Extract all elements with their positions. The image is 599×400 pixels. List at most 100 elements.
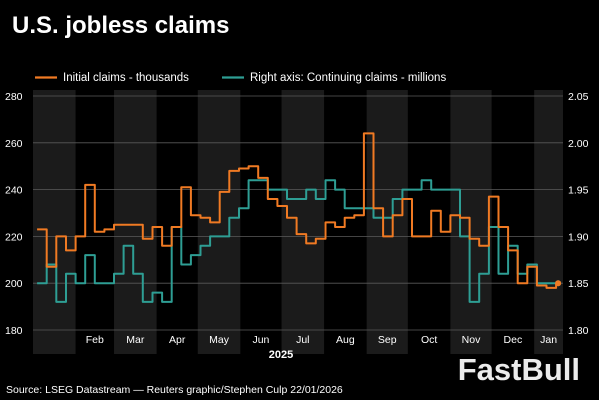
data-point <box>56 301 57 302</box>
data-point <box>56 236 57 237</box>
data-point <box>104 283 105 284</box>
x-tick-label: Aug <box>336 334 355 346</box>
data-point <box>142 301 143 302</box>
data-point <box>546 287 547 288</box>
data-point <box>421 236 422 237</box>
left-tick-label: 280 <box>5 91 23 103</box>
data-point <box>469 238 470 239</box>
data-point <box>507 250 508 251</box>
month-band <box>114 90 157 354</box>
x-tick-label: May <box>209 334 230 346</box>
data-point <box>479 273 480 274</box>
data-point <box>536 285 537 286</box>
series-line <box>37 179 557 303</box>
data-point <box>546 283 547 284</box>
right-tick-label: 1.85 <box>568 278 589 290</box>
data-point <box>75 283 76 284</box>
data-point <box>94 283 95 284</box>
data-point <box>142 238 143 239</box>
data-point <box>277 205 278 206</box>
x-tick-label: Feb <box>86 334 104 346</box>
data-point <box>219 236 220 237</box>
left-tick-label: 220 <box>5 231 23 243</box>
data-point <box>334 189 335 190</box>
x-axis-label: 2025 <box>269 349 293 361</box>
left-tick-label: 180 <box>5 325 23 337</box>
data-point <box>200 217 201 218</box>
data-point <box>383 236 384 237</box>
legend: Initial claims - thousands Right axis: Co… <box>35 72 446 84</box>
data-point <box>94 231 95 232</box>
right-tick-label: 1.80 <box>568 325 589 337</box>
data-point <box>133 273 134 274</box>
data-point <box>286 217 287 218</box>
month-band <box>366 90 408 354</box>
month-band <box>534 90 563 354</box>
data-point <box>123 245 124 246</box>
x-tick-label: Nov <box>462 334 481 346</box>
data-point <box>161 301 162 302</box>
data-point <box>498 226 499 227</box>
data-point <box>210 222 211 223</box>
chart-title: U.S. jobless claims <box>12 12 229 39</box>
left-tick-label: 240 <box>5 185 23 197</box>
data-point <box>450 215 451 216</box>
data-point <box>315 198 316 199</box>
data-point <box>306 189 307 190</box>
data-point <box>123 224 124 225</box>
data-point <box>469 301 470 302</box>
data-point <box>459 217 460 218</box>
x-tick-label: Apr <box>169 334 186 346</box>
axes: 180 200 220 240 260 280 1.80 1.85 1.90 1.95 2.00 2.… <box>5 91 589 346</box>
data-point <box>219 191 220 192</box>
data-point <box>488 196 489 197</box>
data-point <box>229 170 230 171</box>
legend-label: Initial claims - thousands <box>63 72 189 84</box>
data-point <box>402 198 403 199</box>
data-point <box>46 266 47 267</box>
data-point <box>450 189 451 190</box>
series <box>37 132 562 303</box>
data-point <box>113 273 114 274</box>
data-point <box>200 245 201 246</box>
data-point <box>296 198 297 199</box>
x-tick-label: Mar <box>126 334 145 346</box>
x-tick-label: Oct <box>421 334 437 346</box>
data-point <box>65 273 66 274</box>
data-point <box>286 198 287 199</box>
data-point <box>277 189 278 190</box>
month-bands <box>33 90 563 354</box>
data-point <box>248 166 249 167</box>
month-band <box>281 90 325 354</box>
last-value-marker <box>555 280 562 287</box>
data-point <box>190 215 191 216</box>
data-point <box>344 208 345 209</box>
data-point <box>402 189 403 190</box>
x-tick-label: Jan <box>540 334 557 346</box>
data-point <box>181 187 182 188</box>
data-point <box>152 292 153 293</box>
data-point <box>75 236 76 237</box>
data-point <box>354 208 355 209</box>
data-point <box>296 233 297 234</box>
right-tick-label: 1.95 <box>568 185 589 197</box>
data-point <box>411 189 412 190</box>
data-point <box>37 229 38 230</box>
data-point <box>258 177 259 178</box>
x-tick-label: Sep <box>378 334 397 346</box>
data-point <box>421 180 422 181</box>
data-point <box>248 180 249 181</box>
data-point <box>113 224 114 225</box>
data-point <box>344 217 345 218</box>
legend-label: Right axis: Continuing claims - millions <box>250 72 446 84</box>
month-band <box>33 90 76 354</box>
data-point <box>325 222 326 223</box>
data-point <box>363 133 364 134</box>
data-point <box>373 208 374 209</box>
data-point <box>431 189 432 190</box>
x-tick-label: Jul <box>296 334 309 346</box>
data-point <box>161 245 162 246</box>
data-point <box>306 243 307 244</box>
data-point <box>440 231 441 232</box>
data-point <box>498 273 499 274</box>
